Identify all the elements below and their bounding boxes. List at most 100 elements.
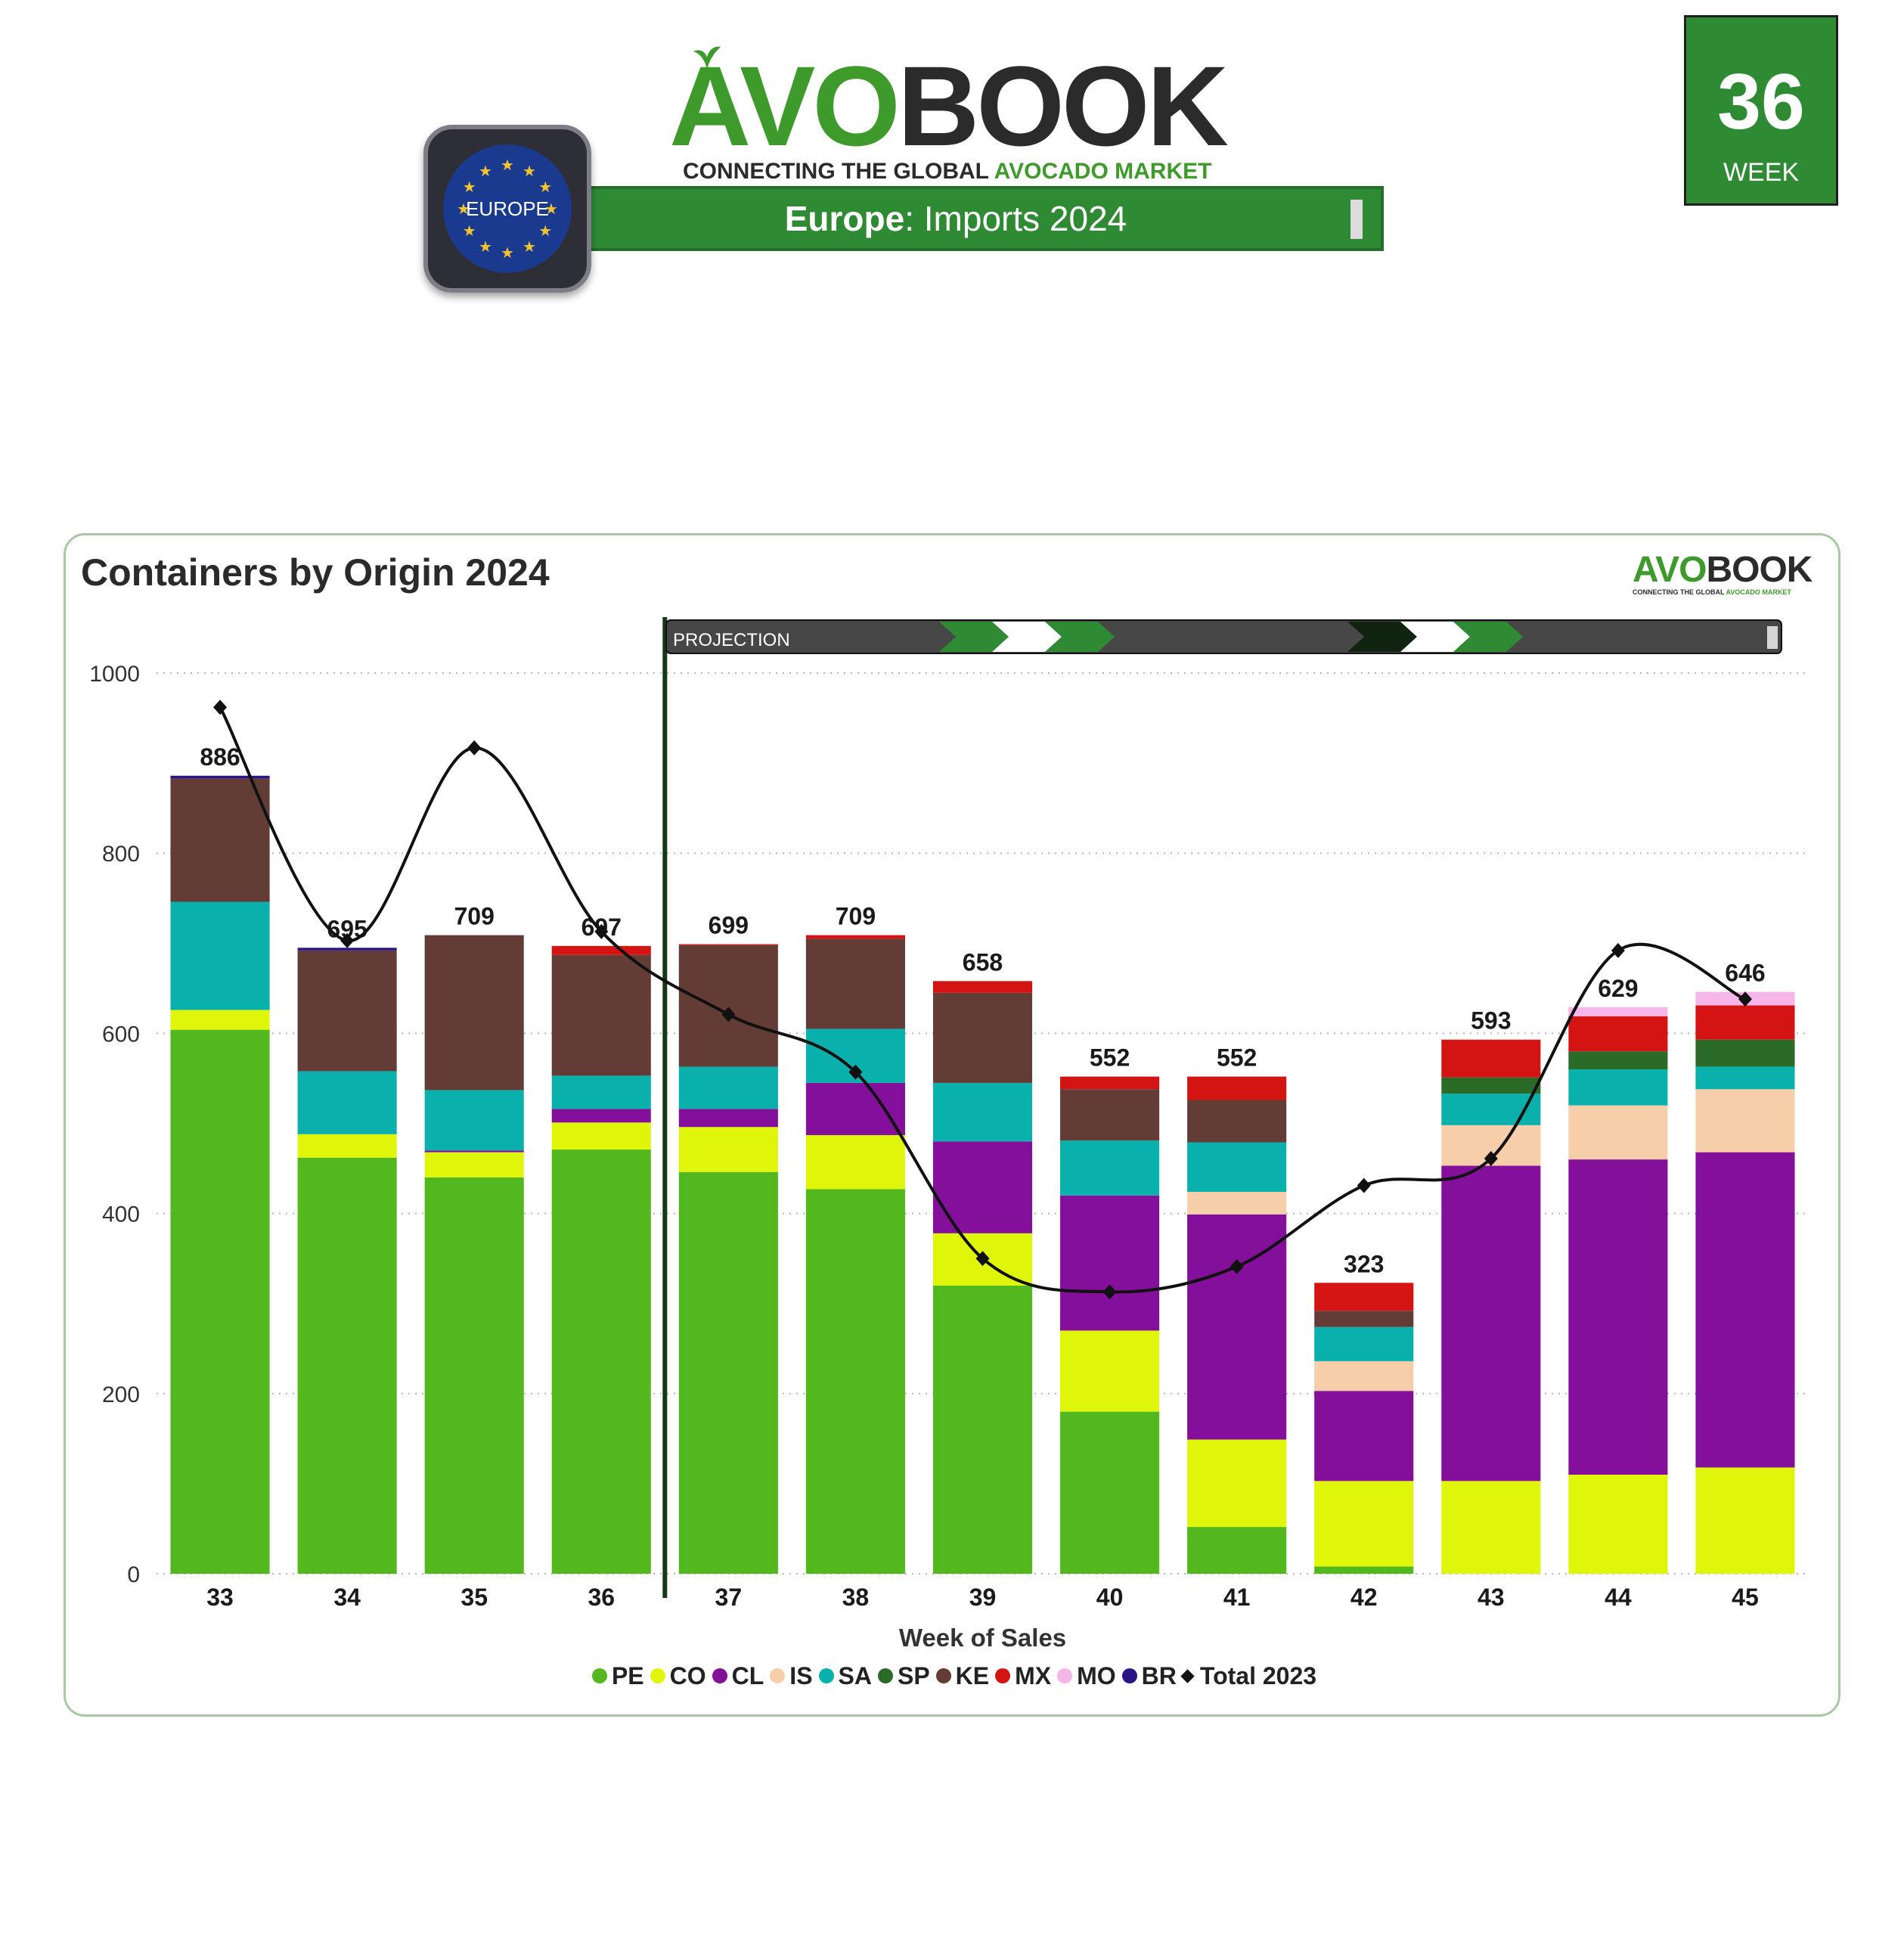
x-tick-label: 36 <box>588 1584 615 1611</box>
total-2023-marker <box>467 740 482 755</box>
legend-item-is: IS <box>770 1662 813 1690</box>
bar-segment-mx <box>1695 1005 1795 1040</box>
x-axis-label: Week of Sales <box>899 1624 1066 1652</box>
legend-item-ke: KE <box>935 1662 990 1690</box>
eu-star-icon: ★ <box>463 223 476 240</box>
projection-tab <box>1767 626 1778 649</box>
eu-flag-icon: ★ ★ ★ ★ ★ ★ ★ ★ ★ ★ ★ ★ EUROPE <box>443 144 572 273</box>
total-2023-marker <box>848 1064 863 1080</box>
legend-dot-icon <box>1121 1668 1137 1683</box>
x-tick-label: 41 <box>1223 1584 1251 1611</box>
projection-label: PROJECTION <box>673 630 790 650</box>
bar-total-label: 629 <box>1598 975 1638 1002</box>
page-header: AVOBOOK CONNECTING THE GLOBAL AVOCADO MA… <box>0 0 1904 318</box>
bar-segment-mx <box>805 935 905 939</box>
bar-total-label: 658 <box>963 948 1003 976</box>
y-tick-label: 1000 <box>89 662 140 687</box>
eu-star-icon: ★ <box>523 163 536 180</box>
legend-dot-icon <box>995 1668 1011 1683</box>
bar-segment-sp <box>1441 1077 1541 1094</box>
bar-segment-mx <box>1314 1283 1414 1311</box>
bar-segment-pe <box>424 1177 524 1574</box>
bar-segment-co <box>170 1010 270 1030</box>
chart-title: Containers by Origin 2024 <box>81 551 550 594</box>
bar-total-label: 646 <box>1725 960 1765 987</box>
chevron-icon <box>992 622 1062 652</box>
subtitle-tab <box>1350 200 1363 239</box>
bar-segment-is <box>1568 1105 1668 1160</box>
bar-segment-sa <box>1695 1066 1795 1090</box>
eu-star-icon: ★ <box>538 223 552 240</box>
total-2023-marker <box>1738 991 1752 1007</box>
bar-segment-co <box>1441 1481 1541 1574</box>
total-2023-marker <box>1102 1284 1117 1300</box>
bar-segment-ke <box>551 954 651 1076</box>
total-2023-marker <box>1357 1177 1371 1193</box>
total-2023-marker <box>340 932 355 948</box>
bar-segment-co <box>1060 1330 1160 1412</box>
bar-segment-co <box>424 1152 524 1177</box>
legend-dot-icon <box>712 1668 727 1683</box>
bar-total-label: 593 <box>1471 1007 1511 1035</box>
bar-segment-cl <box>1187 1214 1287 1440</box>
x-tick-label: 44 <box>1605 1584 1632 1611</box>
bar-segment-pe <box>170 1029 270 1574</box>
eu-star-icon: ★ <box>523 239 536 256</box>
bar-segment-ke <box>170 778 270 902</box>
eu-star-icon: ★ <box>463 179 476 196</box>
bar-segment-ke <box>1060 1089 1160 1141</box>
chevron-icon <box>1045 622 1115 652</box>
bar-segment-co <box>1187 1439 1287 1528</box>
region-badge-label: EUROPE <box>466 197 549 220</box>
bar-segment-co <box>1314 1481 1414 1567</box>
bar-segment-sa <box>1187 1142 1287 1193</box>
week-label: WEEK <box>1723 158 1800 187</box>
legend-dot-icon <box>770 1668 786 1683</box>
bar-segment-pe <box>805 1189 905 1574</box>
legend-label: KE <box>955 1662 990 1689</box>
chart-card: Containers by Origin 2024 AVOBOOK CONNEC… <box>64 533 1840 1717</box>
legend-label: MX <box>1015 1662 1052 1689</box>
legend-item-co: CO <box>650 1662 706 1690</box>
bar-segment-mx <box>551 945 651 955</box>
bar-segment-co <box>1568 1474 1668 1574</box>
bar-segment-sa <box>170 901 270 1010</box>
bar-segment-ke <box>1187 1100 1287 1143</box>
x-tick-label: 35 <box>460 1584 488 1611</box>
legend-dot-icon <box>650 1668 665 1683</box>
x-tick-label: 42 <box>1350 1584 1378 1611</box>
y-tick-label: 400 <box>102 1202 140 1227</box>
total-2023-marker <box>721 1007 736 1022</box>
bar-segment-sa <box>1568 1069 1668 1106</box>
chevron-icon <box>1400 622 1470 652</box>
total-2023-marker <box>213 700 228 715</box>
eu-star-icon: ★ <box>479 239 492 256</box>
eu-star-icon: ★ <box>501 157 514 174</box>
chevron-icon <box>1453 622 1523 652</box>
bar-segment-ke <box>1314 1311 1414 1327</box>
bar-segment-cl <box>424 1150 524 1153</box>
bar-segment-cl <box>1695 1152 1795 1468</box>
y-tick-label: 0 <box>127 1562 140 1587</box>
bar-total-label: 709 <box>836 903 876 930</box>
total-2023-marker <box>594 923 609 939</box>
chevron-icon <box>1347 622 1417 652</box>
bar-total-label: 709 <box>454 903 494 930</box>
bar-segment-co <box>297 1134 397 1158</box>
bar-segment-sa <box>678 1066 778 1109</box>
legend-item-total-2023: Total 2023 <box>1180 1662 1316 1690</box>
avobook-logo: AVOBOOK CONNECTING THE GLOBAL AVOCADO MA… <box>669 45 1229 189</box>
bar-segment-sa <box>551 1075 651 1109</box>
bar-segment-ke <box>805 939 905 1029</box>
legend-dot-icon <box>591 1668 607 1683</box>
bar-segment-mx <box>678 944 778 945</box>
bar-segment-ke <box>678 945 778 1067</box>
mini-logo-wordmark: AVOBOOK <box>1633 550 1813 590</box>
total-2023-marker <box>975 1251 990 1267</box>
week-badge: 36 WEEK <box>1684 15 1838 206</box>
bar-segment-pe <box>297 1157 397 1574</box>
x-tick-label: 34 <box>333 1584 361 1611</box>
bar-segment-pe <box>1060 1411 1160 1574</box>
bar-total-label: 323 <box>1344 1250 1384 1277</box>
bar-segment-co <box>805 1134 905 1190</box>
